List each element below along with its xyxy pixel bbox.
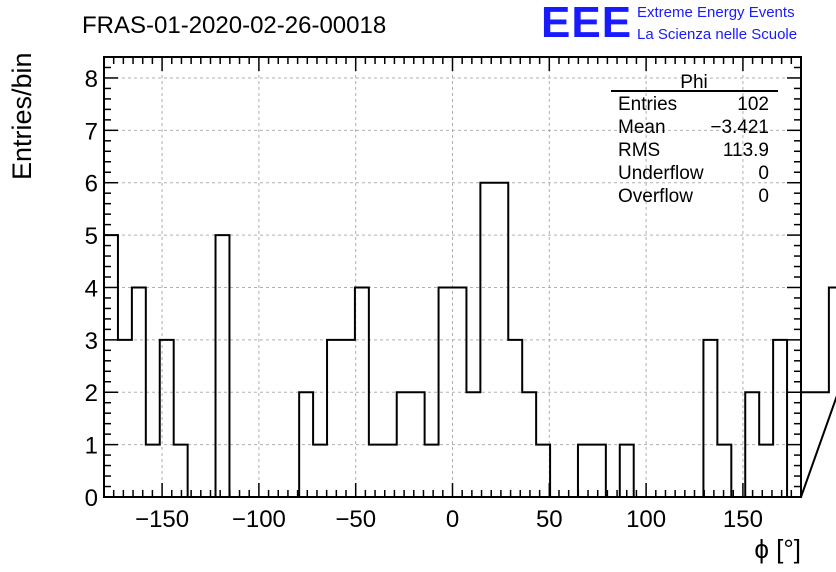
stats-title: Phi	[680, 72, 707, 93]
logo-line-2: La Scienza nelle Scuole	[637, 26, 798, 43]
stats-label: Underflow	[618, 163, 704, 184]
stats-value: 102	[737, 94, 769, 115]
x-axis-label: ϕ [°]	[754, 534, 801, 564]
logo-line-1: Extreme Energy Events	[637, 4, 795, 21]
stats-value: −3.421	[710, 117, 769, 138]
axis-ticks	[104, 56, 801, 498]
y-tick-label: 7	[85, 118, 98, 145]
stats-value: 113.9	[723, 140, 769, 161]
stats-label: Mean	[618, 117, 666, 138]
logo-mark: EEE	[541, 0, 633, 47]
y-tick-label: 2	[85, 380, 98, 407]
y-tick-label: 8	[85, 66, 98, 93]
y-tick-label: 3	[85, 328, 98, 355]
chart-title: FRAS-01-2020-02-26-00018	[82, 12, 386, 39]
y-tick-label: 6	[85, 171, 98, 198]
x-tick-label: 150	[723, 506, 763, 533]
x-tick-label: −100	[232, 506, 286, 533]
tick-labels: −150 −100 −50 0 50 100 150 0 1 2 3 4 5 6 7 8	[85, 66, 763, 533]
stats-label: Entries	[618, 94, 677, 115]
x-tick-label: −150	[135, 506, 189, 533]
y-tick-label: 5	[85, 223, 98, 250]
x-tick-label: −50	[335, 506, 376, 533]
stats-rows: Entries 102 Mean −3.421 RMS 113.9 Underflow 0 Ov…	[618, 94, 769, 207]
stats-value: 0	[758, 163, 769, 184]
y-tick-label: 1	[85, 433, 98, 460]
x-tick-label: 100	[626, 506, 666, 533]
stats-box: Phi Entries 102 Mean −3.421 RMS 113.9 Underflo…	[611, 72, 778, 207]
y-tick-label: 4	[85, 275, 98, 302]
x-tick-label: 0	[446, 506, 459, 533]
stats-label: RMS	[618, 140, 660, 161]
y-axis-label: Entries/bin	[7, 52, 37, 180]
grid-lines	[104, 57, 801, 497]
y-tick-label: 0	[85, 485, 98, 512]
histogram-outline	[103, 181, 836, 498]
stats-value: 0	[758, 186, 769, 207]
x-tick-label: 50	[536, 506, 563, 533]
stats-label: Overflow	[618, 186, 693, 207]
